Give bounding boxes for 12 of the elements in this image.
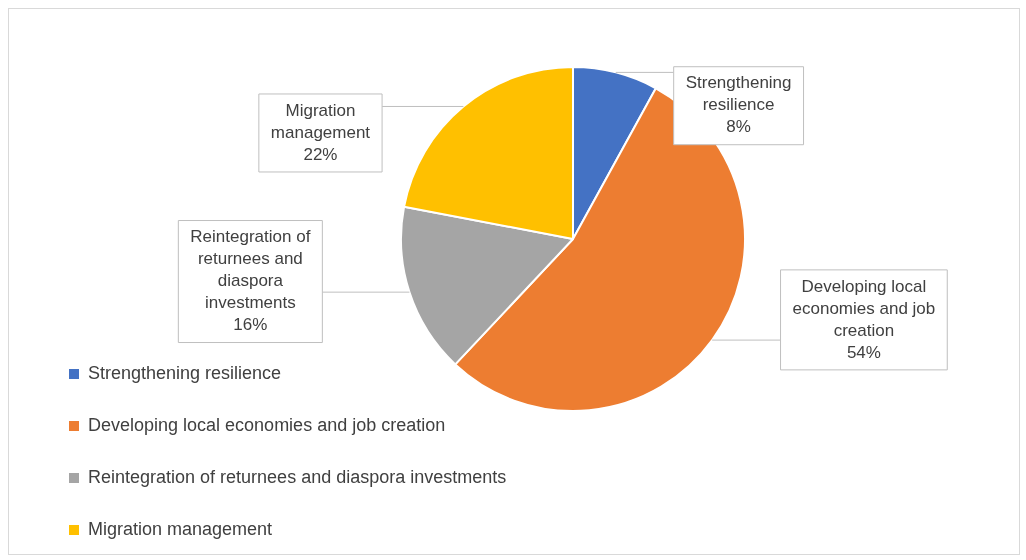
data-label: 22% bbox=[303, 144, 338, 164]
legend-label: Strengthening resilience bbox=[88, 362, 282, 383]
data-label: 8% bbox=[726, 117, 751, 137]
data-label: 54% bbox=[846, 342, 881, 362]
slice-label: Developing local economies and job creation bbox=[792, 276, 936, 340]
slice-label: Reintegration of returnees and diaspora investments bbox=[190, 227, 311, 313]
legend-label: Developing local economies and job creation bbox=[88, 414, 446, 435]
legend-label: Migration management bbox=[88, 518, 273, 539]
legend-label: Reintegration of returnees and diaspora investments bbox=[88, 466, 507, 487]
data-label: 16% bbox=[233, 315, 268, 335]
slice-label: Migration management bbox=[270, 100, 371, 142]
slice-label: Strengthening resilience bbox=[685, 73, 792, 115]
